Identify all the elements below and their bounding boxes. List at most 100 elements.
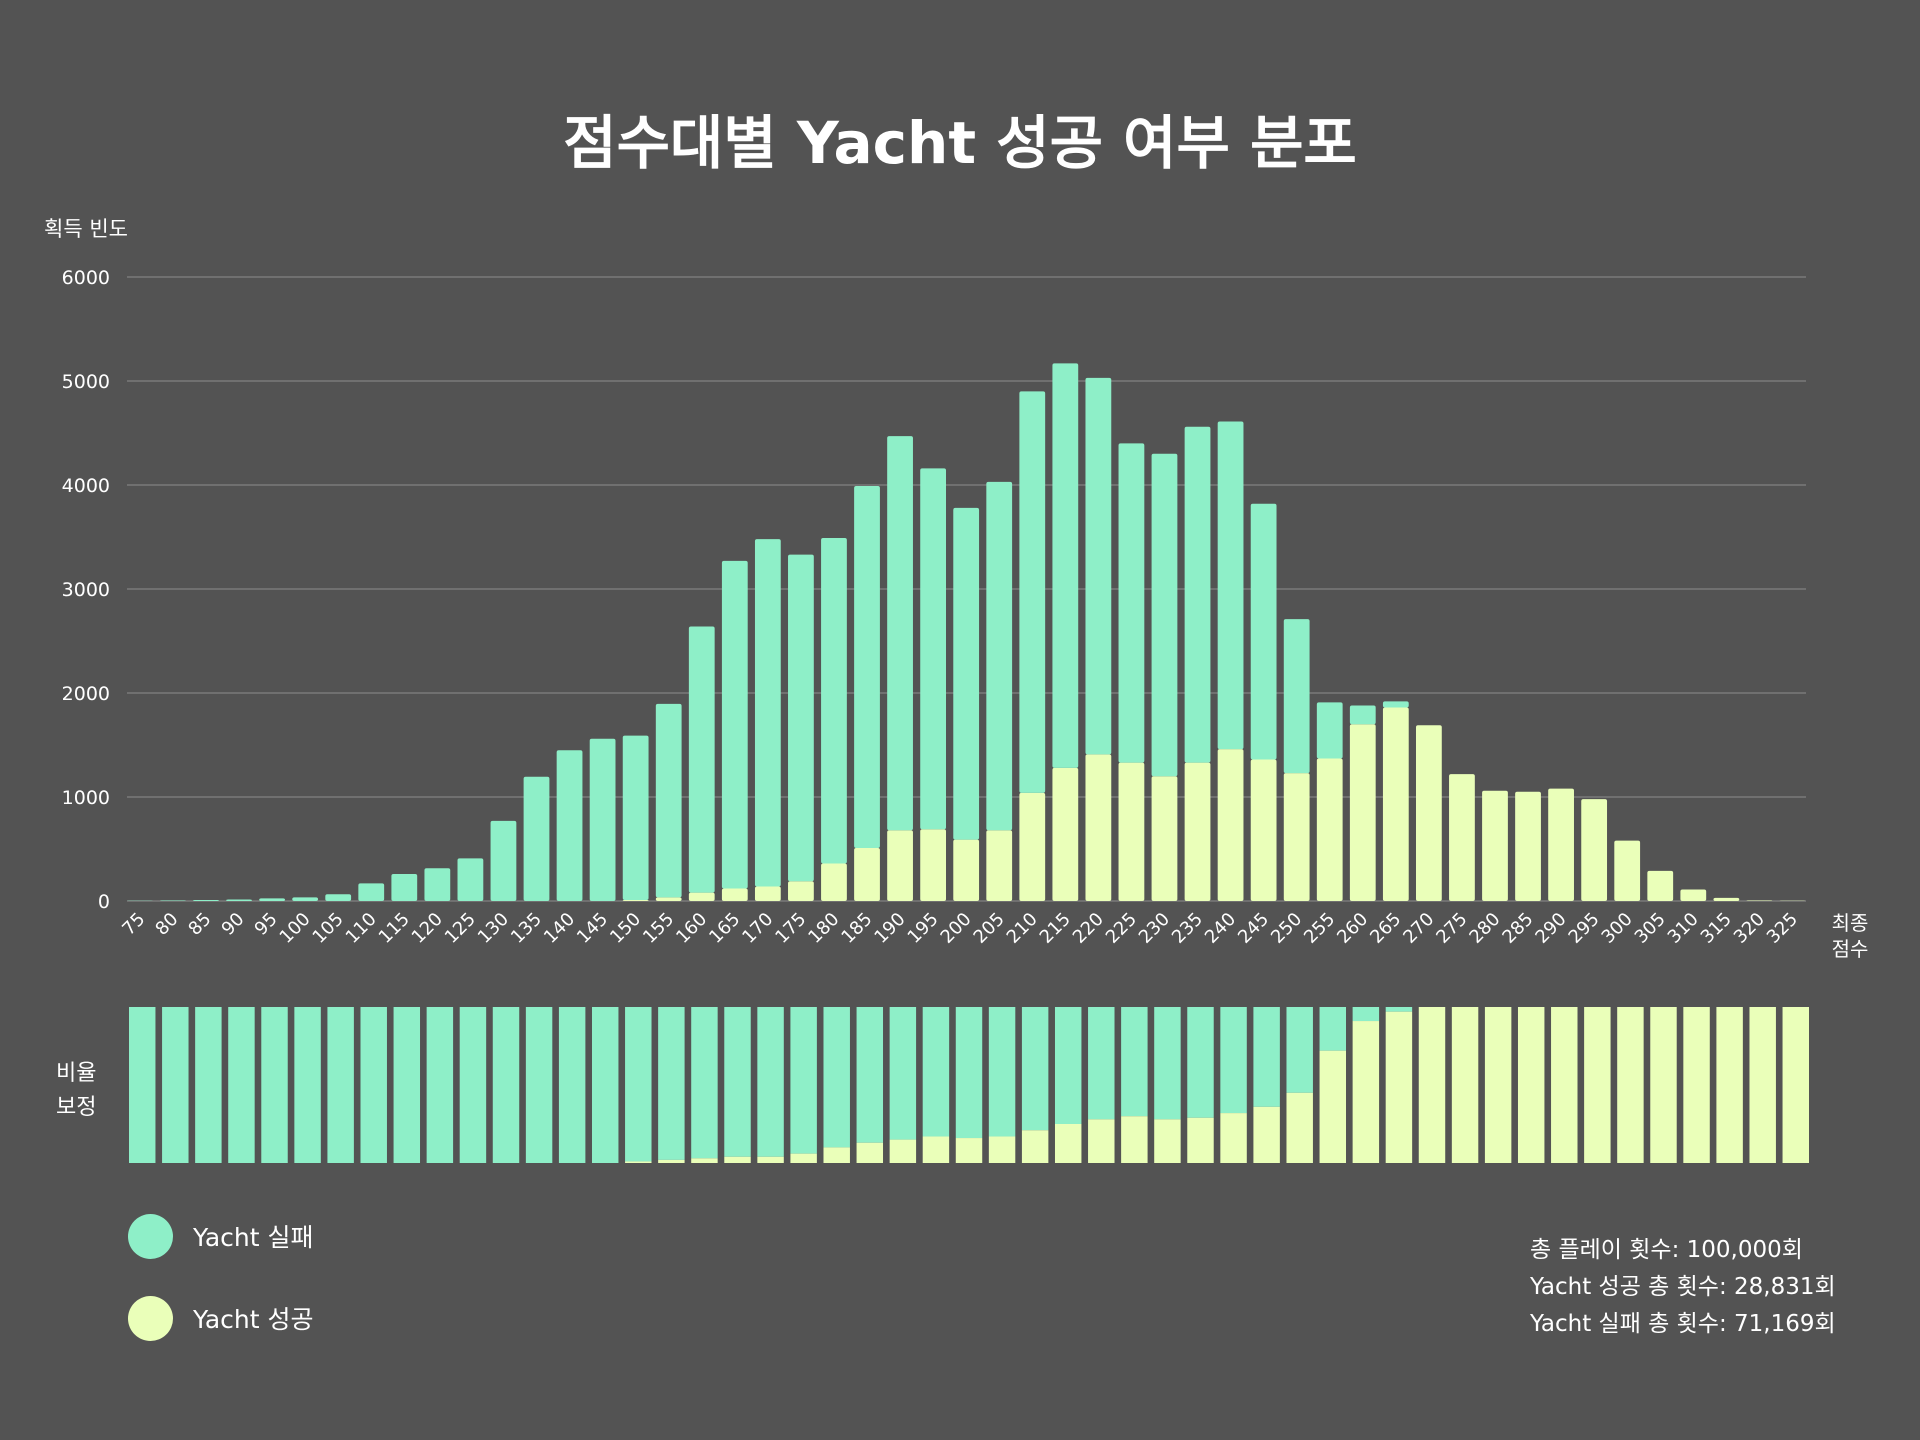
- x-tick-label: 305: [1631, 909, 1670, 948]
- stat-yacht-success: Yacht 성공 총 횟수: 28,831회: [1530, 1274, 1836, 1300]
- ratio-bar-success-210: [1021, 1130, 1049, 1163]
- x-tick-label: 165: [705, 909, 744, 948]
- ratio-bar-success-280: [1484, 1007, 1512, 1163]
- ratio-bar-fail-85: [195, 1007, 222, 1163]
- ratio-label-line2: 보정: [56, 1095, 96, 1120]
- x-tick-label: 245: [1234, 909, 1273, 948]
- ratio-bars: [129, 1007, 1809, 1163]
- x-tick-label: 235: [1168, 909, 1207, 948]
- x-tick-label: 285: [1498, 909, 1537, 948]
- summary-stats: 총 플레이 횟수: 100,000회 Yacht 성공 총 횟수: 28,831…: [1530, 1232, 1836, 1343]
- x-tick-label: 210: [1003, 909, 1042, 948]
- legend-swatch-success: [128, 1295, 173, 1341]
- ratio-bar-fail-100: [294, 1007, 321, 1163]
- x-tick-label: 220: [1069, 909, 1108, 948]
- ratio-bar-success-205: [988, 1136, 1016, 1163]
- ratio-bar-success-185: [856, 1142, 884, 1163]
- bar-fail-110: [358, 883, 385, 901]
- ratio-bar-fail-150: [625, 1007, 652, 1162]
- bar-success-185: [854, 847, 880, 901]
- bar-success-225: [1118, 762, 1145, 901]
- ratio-bar-fail-75: [129, 1007, 156, 1163]
- x-tick-label: 170: [738, 909, 777, 948]
- bar-fail-235: [1184, 426, 1211, 763]
- ratio-bar-fail-185: [856, 1007, 884, 1143]
- x-tick-label: 240: [1201, 909, 1240, 948]
- legend-swatch-fail: [128, 1213, 173, 1259]
- ratio-bar-success-245: [1253, 1106, 1280, 1163]
- bar-success-190: [887, 830, 913, 901]
- ratio-bar-fail-225: [1121, 1007, 1148, 1117]
- ratio-bar-success-265: [1385, 1011, 1413, 1163]
- x-tick-label: 135: [507, 909, 546, 948]
- ratio-bar-fail-90: [228, 1007, 255, 1163]
- ratio-bar-success-175: [790, 1153, 817, 1163]
- bar-fail-90: [226, 899, 252, 901]
- x-tick-label: 125: [441, 909, 480, 948]
- y-tick-label: 2000: [62, 683, 110, 705]
- ratio-bar-success-240: [1220, 1113, 1247, 1163]
- x-tick-label: 155: [639, 909, 678, 948]
- bar-fail-160: [688, 626, 715, 893]
- ratio-bar-success-290: [1551, 1007, 1578, 1163]
- x-tick-label: 145: [573, 909, 612, 948]
- legend-item-success: Yacht 성공: [128, 1292, 314, 1344]
- x-tick-label: 90: [218, 909, 249, 940]
- bar-fail-195: [920, 468, 947, 830]
- y-tick-label: 1000: [62, 787, 110, 809]
- ratio-bar-fail-170: [757, 1007, 784, 1157]
- ratio-bar-fail-195: [922, 1007, 950, 1137]
- y-tick-label: 4000: [62, 475, 110, 497]
- ratio-bar-fail-140: [558, 1007, 586, 1163]
- x-tick-label: 195: [904, 909, 943, 948]
- bar-fail-230: [1151, 453, 1178, 777]
- ratio-bar-fail-190: [889, 1007, 917, 1140]
- ratio-bar-fail-130: [492, 1007, 520, 1163]
- x-tick-label: 215: [1036, 909, 1075, 948]
- bar-success-195: [920, 829, 947, 901]
- ratio-bar-success-235: [1187, 1117, 1214, 1163]
- bar-success-295: [1581, 799, 1608, 901]
- x-tick-label: 150: [606, 909, 645, 948]
- ratio-bar-success-215: [1054, 1124, 1082, 1163]
- x-tick-label: 265: [1366, 909, 1405, 948]
- ratio-bar-fail-160: [691, 1007, 718, 1159]
- bar-fail-265: [1382, 701, 1409, 708]
- ratio-bar-success-310: [1683, 1007, 1710, 1163]
- x-tick-label: 205: [970, 909, 1009, 948]
- main-bars: [127, 363, 1806, 901]
- x-tick-label: 85: [184, 909, 215, 940]
- x-tick-label: 255: [1300, 909, 1339, 948]
- bar-success-180: [821, 863, 847, 901]
- ratio-bar-success-150: [625, 1161, 652, 1163]
- bar-fail-185: [854, 486, 880, 848]
- bar-success-255: [1316, 758, 1343, 901]
- bar-fail-95: [259, 898, 285, 901]
- bar-fail-225: [1118, 443, 1145, 763]
- x-tick-label: 100: [276, 909, 315, 948]
- x-tick-label: 230: [1135, 909, 1174, 948]
- legend-label-fail: Yacht 실패: [193, 1223, 314, 1252]
- x-tick-label: 295: [1565, 909, 1604, 948]
- ratio-bar-fail-155: [658, 1007, 685, 1160]
- x-tick-label: 110: [342, 909, 381, 948]
- bar-success-265: [1382, 707, 1409, 901]
- x-tick-label: 250: [1267, 909, 1306, 948]
- legend-item-fail: Yacht 실패: [128, 1210, 314, 1262]
- ratio-bar-success-305: [1650, 1007, 1677, 1163]
- y-tick-label: 0: [98, 891, 110, 913]
- bar-success-260: [1349, 724, 1376, 901]
- ratio-label-line1: 비율: [56, 1061, 96, 1086]
- ratio-bar-success-270: [1418, 1007, 1446, 1163]
- x-tick-label: 140: [540, 909, 579, 948]
- bar-fail-105: [325, 894, 352, 901]
- legend: Yacht 실패 Yacht 성공: [128, 1210, 314, 1374]
- bar-fail-190: [887, 436, 913, 831]
- bar-fail-150: [622, 735, 649, 900]
- stat-total-plays: 총 플레이 횟수: 100,000회: [1530, 1237, 1803, 1263]
- x-tick-label: 120: [408, 909, 447, 948]
- bar-success-155: [655, 897, 682, 901]
- ratio-bar-fail-205: [988, 1007, 1016, 1137]
- x-tick-label: 310: [1664, 909, 1703, 948]
- x-tick-label: 185: [837, 909, 876, 948]
